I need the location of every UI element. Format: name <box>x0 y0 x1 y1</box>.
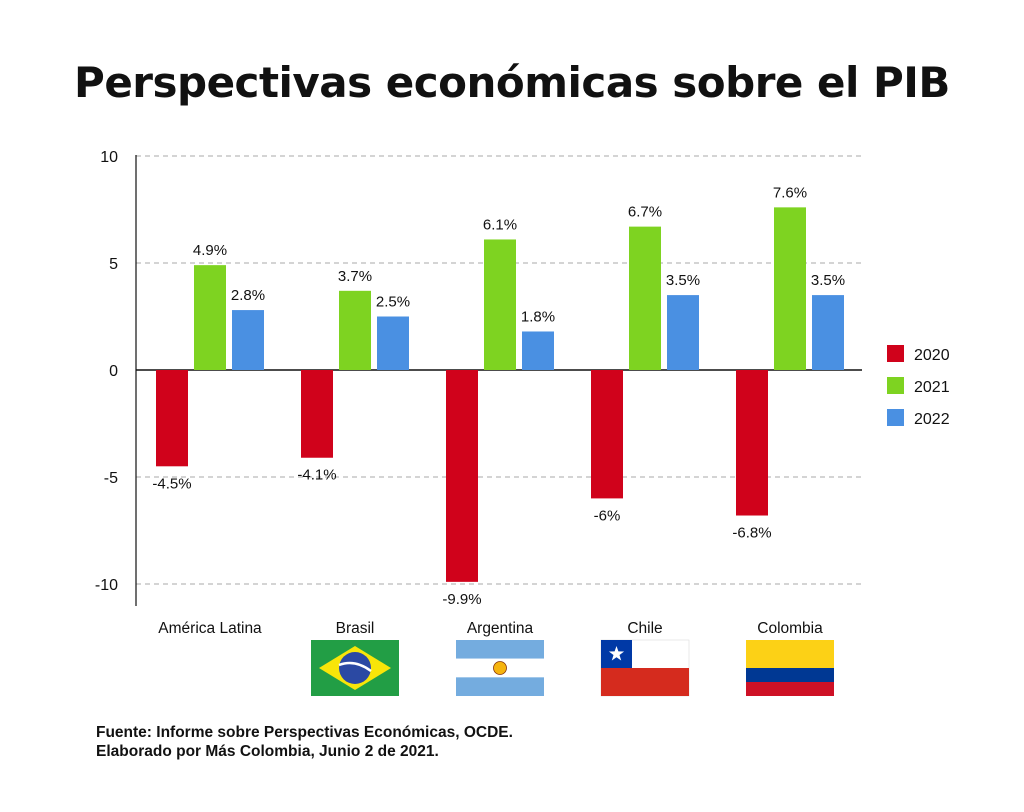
data-label: 2.8% <box>231 287 265 304</box>
legend-swatch-2021 <box>887 377 904 394</box>
data-label: 4.9% <box>193 242 227 259</box>
data-label: 1.8% <box>521 308 555 325</box>
y-tick-label: -5 <box>104 470 118 487</box>
bar-2020 <box>301 370 333 458</box>
flag-stripe <box>456 640 544 659</box>
bar-2020 <box>591 370 623 499</box>
bar-2021 <box>194 265 226 370</box>
y-tick-label: 0 <box>109 363 118 380</box>
flag-stripe <box>601 668 689 696</box>
colombia-flag <box>746 640 834 696</box>
category-label: Colombia <box>757 620 823 637</box>
category-label: Chile <box>627 620 662 637</box>
legend-swatch-2022 <box>887 409 904 426</box>
data-label: 3.5% <box>811 272 845 289</box>
flag-stripe <box>746 682 834 696</box>
data-label: 3.5% <box>666 272 700 289</box>
argentina-flag <box>456 640 544 696</box>
y-tick-label: -10 <box>95 577 118 594</box>
legend-label: 2021 <box>914 379 950 396</box>
category-label: América Latina <box>158 620 262 637</box>
data-label: 6.1% <box>483 216 517 233</box>
data-label: -6.8% <box>732 525 771 542</box>
bar-2022 <box>812 295 844 370</box>
bar-2020 <box>446 370 478 582</box>
bar-2021 <box>339 290 371 370</box>
y-tick-label: 10 <box>100 149 118 166</box>
bar-2021 <box>774 207 806 370</box>
y-tick-label: 5 <box>109 256 118 273</box>
chart-title: Perspectivas económicas sobre el PIB <box>74 58 950 107</box>
flag-band <box>338 661 372 673</box>
data-label: 2.5% <box>376 294 410 311</box>
bar-2022 <box>377 316 409 370</box>
legend-swatch-2020 <box>887 345 904 362</box>
flag-star <box>608 646 625 661</box>
flag-stripe <box>456 677 544 696</box>
flag-stripe <box>746 640 834 668</box>
bar-2022 <box>667 295 699 370</box>
category-labels: América Latina Brasil Argentina Chile Colomb… <box>158 620 823 637</box>
flags <box>311 639 834 697</box>
data-label: -4.5% <box>152 475 191 492</box>
bar-2020 <box>736 370 768 516</box>
data-label: 6.7% <box>628 204 662 221</box>
data-label: -4.1% <box>297 467 336 484</box>
category-label: Brasil <box>336 620 375 637</box>
bar-2022 <box>232 310 264 370</box>
flag-sun <box>493 661 507 675</box>
chile-flag <box>600 639 690 697</box>
legend-label: 2022 <box>914 411 950 428</box>
bar-2020 <box>156 370 188 467</box>
data-label: 7.6% <box>773 184 807 201</box>
bar-2021 <box>484 239 516 370</box>
legend: 2020 2021 2022 <box>887 345 950 428</box>
source-note: Fuente: Informe sobre Perspectivas Econó… <box>96 724 513 741</box>
data-label: -6% <box>594 507 621 524</box>
category-label: Argentina <box>467 620 534 637</box>
data-label: -9.9% <box>442 591 481 608</box>
legend-label: 2020 <box>914 347 950 364</box>
data-label: 3.7% <box>338 268 372 285</box>
data-labels: -4.5% 4.9% 2.8% -4.1% 3.7%2.5% -9.9% 6.1% 1.8% -… <box>152 184 845 608</box>
bar-2022 <box>522 331 554 370</box>
credit-note: Elaborado por Más Colombia, Junio 2 de 2… <box>96 743 439 760</box>
flag-stripe <box>746 668 834 682</box>
bar-2021 <box>629 226 661 370</box>
bars <box>156 207 844 582</box>
brasil-flag <box>311 640 399 696</box>
flag-globe <box>339 652 371 684</box>
